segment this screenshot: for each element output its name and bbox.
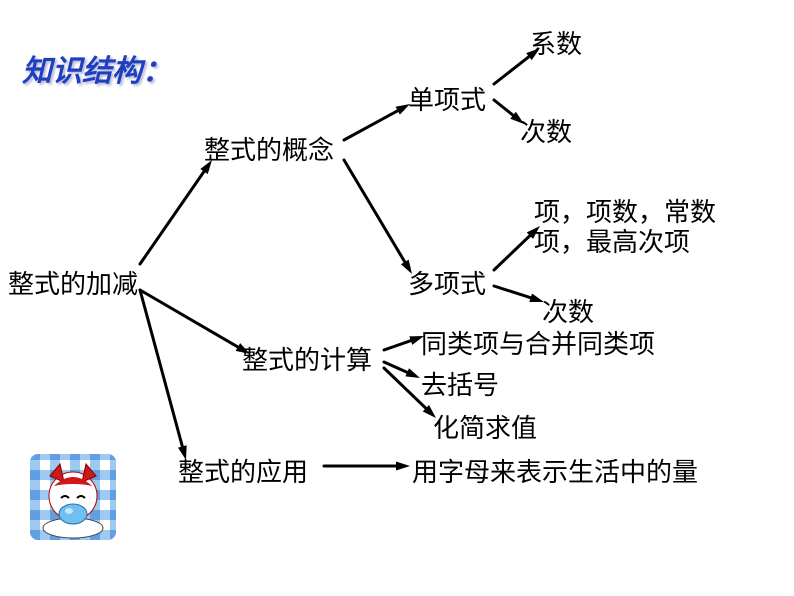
node-deg1: 次数 [520,112,572,149]
page-title: 知识结构： [22,46,172,90]
node-calc: 整式的计算 [242,340,372,377]
node-terms2: 项，最高次项 [534,222,690,259]
node-liketerms: 同类项与合并同类项 [421,324,655,361]
node-root: 整式的加减 [8,264,138,301]
node-polynomial: 多项式 [408,264,486,301]
node-letters: 用字母来表示生活中的量 [412,452,698,489]
node-monomial: 单项式 [408,80,486,117]
node-coef: 系数 [530,24,582,61]
cartoon-fox-icon [30,454,116,540]
node-paren: 去括号 [421,365,499,402]
node-concept: 整式的概念 [204,130,334,167]
node-simplify: 化简求值 [433,408,537,445]
node-apply: 整式的应用 [178,452,308,489]
